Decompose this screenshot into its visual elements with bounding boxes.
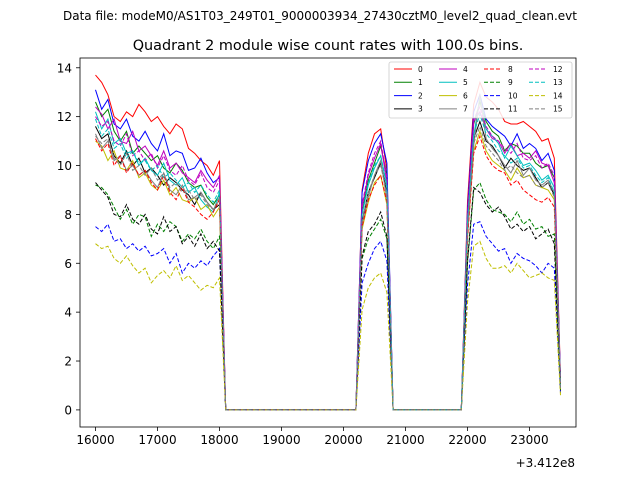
x-tick-label: 19000 (262, 433, 300, 447)
chart-title: Quadrant 2 module wise count rates with … (133, 38, 524, 54)
y-tick-label: 6 (64, 257, 72, 271)
legend-frame (388, 61, 573, 119)
legend-label-2: 2 (418, 91, 423, 100)
plot-area-background (80, 58, 576, 427)
y-tick-label: 10 (57, 159, 72, 173)
plot-area (95, 74, 561, 411)
plot-frame (79, 57, 577, 428)
figure-suptitle: Data file: modeM0/AS1T03_249T01_90000039… (63, 9, 577, 23)
legend-label-7: 7 (463, 105, 468, 114)
x-axis: 16000 17000 18000 19000 20000 21000 22000 23000 (76, 427, 549, 447)
series-line-11 (95, 182, 561, 411)
legend-label-4: 4 (463, 65, 468, 74)
x-axis-offset-label: +3.412e8 (516, 456, 575, 470)
legend-label-5: 5 (463, 78, 468, 87)
x-tick-label: 18000 (200, 433, 238, 447)
legend-label-15: 15 (553, 105, 563, 114)
legend-label-3: 3 (418, 105, 423, 114)
series-line-14 (95, 240, 561, 411)
y-tick-label: 4 (64, 306, 72, 320)
y-tick-label: 8 (64, 208, 72, 222)
legend-label-8: 8 (508, 65, 513, 74)
series-line-10 (95, 221, 561, 411)
y-tick-label: 2 (64, 355, 72, 369)
x-tick-label: 22000 (448, 433, 486, 447)
legend-label-6: 6 (463, 91, 468, 100)
x-tick-label: 21000 (386, 433, 424, 447)
series-line-15 (95, 124, 561, 411)
legend-label-13: 13 (553, 78, 563, 87)
legend-label-0: 0 (418, 65, 423, 74)
y-tick-label: 0 (64, 403, 72, 417)
legend-label-12: 12 (553, 65, 563, 74)
x-tick-label: 20000 (324, 433, 362, 447)
legend-label-14: 14 (553, 91, 563, 100)
y-axis: 0 2 4 6 8 10 12 14 (57, 61, 80, 417)
x-tick-label: 16000 (76, 433, 114, 447)
y-tick-label: 14 (57, 61, 72, 75)
x-tick-label: 23000 (510, 433, 548, 447)
legend-label-1: 1 (418, 78, 423, 87)
legend-label-9: 9 (508, 78, 513, 87)
x-tick-label: 17000 (138, 433, 176, 447)
legend-label-10: 10 (508, 91, 518, 100)
y-tick-label: 12 (57, 110, 72, 124)
legend-label-11: 11 (508, 105, 518, 114)
